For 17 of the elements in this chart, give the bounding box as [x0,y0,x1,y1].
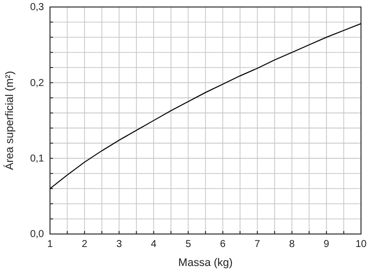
x-tick-label: 4 [150,239,157,250]
line-series [50,23,362,190]
y-tick-label: 0,1 [30,154,44,165]
y-axis-title: Área superficial (m²) [3,70,16,170]
x-tick-label: 9 [324,239,330,250]
x-tick-label: 5 [185,239,192,250]
y-tick-label: 0,0 [30,229,44,240]
x-tick-label: 8 [289,239,296,250]
x-tick-label: 6 [220,239,226,250]
x-tick-label: 1 [47,239,54,250]
x-tick-label: 2 [82,239,88,250]
x-tick-label: 7 [254,239,261,250]
x-tick-label: 3 [116,239,122,250]
y-tick-label: 0,2 [30,78,44,89]
y-tick-label: 0,3 [30,2,44,14]
x-tick-label: 10 [355,239,367,250]
x-axis-title: Massa (kg) [178,257,233,269]
